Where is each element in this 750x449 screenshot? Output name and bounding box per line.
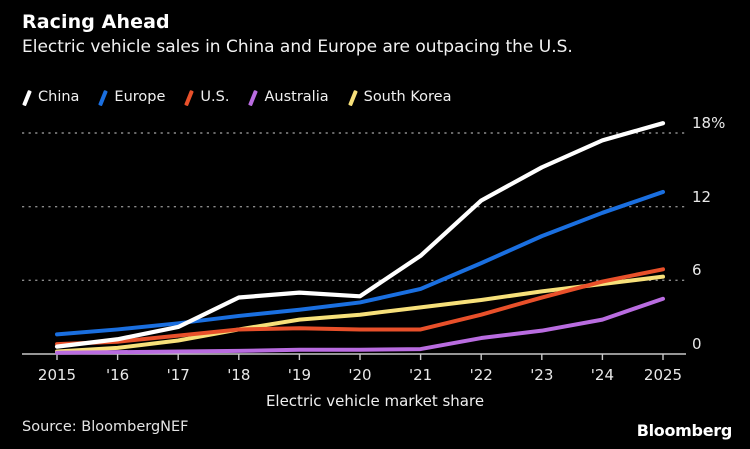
x-axis-tick-label: '19 (287, 366, 311, 384)
x-axis-tick-label: '22 (469, 366, 493, 384)
x-axis-caption: Electric vehicle market share (265, 392, 485, 410)
legend-item-europe[interactable]: Europe (96, 89, 166, 106)
x-axis-tick-label: '23 (530, 366, 554, 384)
chart-title: Racing Ahead (22, 11, 170, 33)
series-line-europe (55, 189, 665, 337)
legend-item-u-s[interactable]: U.S. (182, 89, 230, 106)
source-note: Source: BloombergNEF (22, 419, 189, 435)
x-axis-tick-label: '18 (227, 366, 251, 384)
x-axis-tick-label: '17 (166, 366, 190, 384)
x-axis-tick-label: 2025 (643, 366, 683, 384)
footer-divider (0, 409, 750, 410)
x-axis-tick-label: '24 (590, 366, 614, 384)
y-axis-tick-label: 0 (692, 335, 702, 353)
series-line-south-korea (55, 274, 665, 354)
legend-item-label: Australia (264, 89, 329, 105)
series-line-australia (55, 296, 665, 355)
series-line-china (54, 121, 666, 349)
y-axis-tick-label: 18% (692, 114, 726, 132)
chart-legend: China Europe U.S. Australia South Korea (20, 86, 468, 108)
x-axis-tick-label: '20 (348, 366, 372, 384)
legend-item-south-korea[interactable]: South Korea (346, 89, 452, 106)
legend-item-label: U.S. (200, 89, 230, 105)
legend-item-label: China (38, 89, 80, 105)
chart-subtitle: Electric vehicle sales in China and Euro… (22, 37, 573, 57)
x-axis-tick-label: '21 (408, 366, 433, 384)
legend-item-label: Europe (114, 89, 166, 105)
legend-item-china[interactable]: China (20, 89, 80, 106)
bloomberg-logo: Bloomberg (636, 421, 733, 440)
legend-item-australia[interactable]: Australia (246, 89, 329, 106)
legend-item-label: South Korea (363, 89, 452, 105)
y-axis-tick-label: 6 (692, 261, 702, 280)
x-axis-tick-label: 2015 (37, 366, 77, 384)
y-axis-tick-label: 12 (692, 187, 712, 206)
x-axis-tick-label: '16 (105, 366, 130, 384)
series-line-u-s (55, 267, 665, 347)
